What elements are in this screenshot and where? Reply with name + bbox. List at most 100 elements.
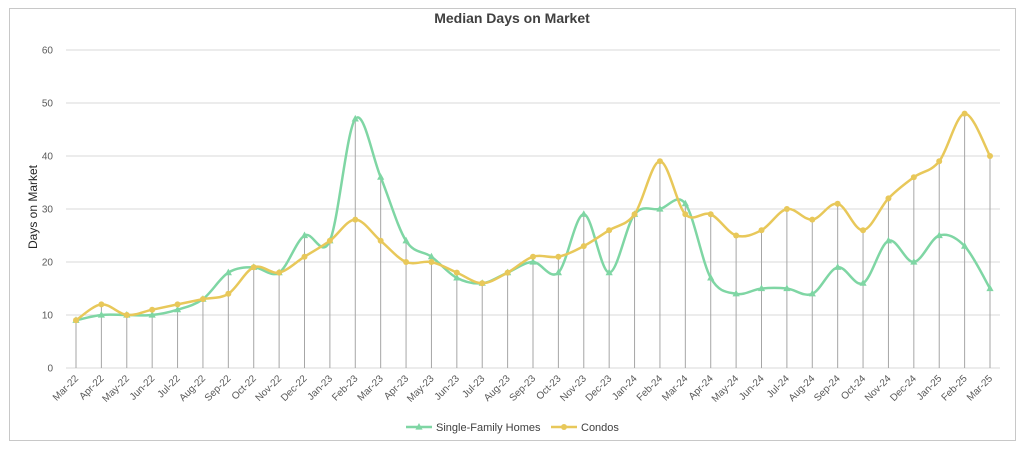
- x-tick-label: May-23: [405, 373, 437, 405]
- data-point-condos: [479, 280, 486, 287]
- data-point-single-family-homes: [402, 236, 410, 244]
- data-point-condos: [682, 211, 689, 218]
- x-tick-label: Nov-23: [558, 373, 589, 404]
- data-point-single-family-homes: [580, 210, 588, 217]
- data-point-condos: [428, 259, 435, 265]
- y-tick-label: 10: [42, 311, 54, 322]
- x-tick-label: Jan-24: [610, 373, 640, 403]
- legend-marker: [415, 423, 423, 430]
- data-point-condos: [987, 153, 993, 159]
- data-point-condos: [555, 253, 562, 260]
- data-point-single-family-homes: [427, 252, 436, 260]
- data-point-single-family-homes: [834, 263, 842, 270]
- x-tick-label: Mar-23: [356, 373, 386, 403]
- data-point-single-family-homes: [859, 279, 867, 286]
- data-point-condos: [961, 110, 968, 117]
- data-point-condos: [276, 269, 283, 276]
- data-point-single-family-homes: [884, 236, 893, 244]
- chart-title: Median Days on Market: [434, 10, 590, 26]
- data-point-single-family-homes: [707, 273, 715, 281]
- data-point-condos: [530, 253, 536, 260]
- x-tick-label: Feb-25: [940, 373, 970, 403]
- y-tick-label: 0: [47, 364, 53, 375]
- x-tick-label: Mar-24: [660, 373, 690, 403]
- data-point-single-family-homes: [351, 114, 359, 122]
- data-point-single-family-homes: [97, 311, 105, 318]
- legend: Single-Family Homes Condos: [406, 422, 619, 434]
- y-tick-label: 60: [42, 46, 54, 57]
- x-tick-label: Dec-24: [888, 373, 919, 404]
- x-tick-label: Aug-22: [177, 373, 208, 404]
- x-axis-ticks: Mar-22Apr-22May-22Jun-22Jul-22Aug-22Sep-…: [51, 373, 995, 405]
- data-point-single-family-homes: [656, 205, 664, 212]
- data-point-single-family-homes: [961, 242, 969, 249]
- data-point-condos: [199, 296, 206, 303]
- x-tick-label: May-22: [101, 373, 133, 405]
- data-point-condos: [98, 301, 105, 308]
- data-point-single-family-homes: [224, 268, 232, 276]
- data-point-single-family-homes: [783, 284, 791, 292]
- data-point-condos: [453, 269, 460, 276]
- x-tick-label: May-24: [710, 373, 742, 405]
- drop-lines: [75, 113, 991, 368]
- data-point-single-family-homes: [453, 273, 461, 281]
- data-point-condos: [403, 259, 410, 265]
- data-point-single-family-homes: [910, 258, 918, 265]
- x-tick-label: Feb-24: [635, 373, 665, 403]
- y-tick-label: 20: [42, 258, 54, 269]
- data-point-condos: [352, 216, 359, 223]
- data-point-single-family-homes: [757, 284, 766, 292]
- x-tick-label: Jun-24: [737, 373, 767, 403]
- y-tick-label: 40: [42, 152, 54, 163]
- data-point-single-family-homes: [732, 289, 740, 297]
- data-point-condos: [225, 290, 232, 297]
- data-point-condos: [123, 312, 130, 318]
- data-point-single-family-homes: [935, 231, 943, 239]
- x-tick-label: Nov-24: [863, 373, 894, 404]
- data-point-condos: [834, 200, 841, 207]
- data-point-condos: [174, 301, 181, 308]
- data-point-condos: [631, 211, 638, 218]
- y-axis-ticks: 0 10 20 30 40 50 60: [42, 46, 54, 375]
- data-point-condos: [758, 227, 765, 234]
- x-tick-label: Jun-23: [433, 373, 463, 403]
- data-point-condos: [733, 232, 740, 239]
- data-point-single-family-homes: [808, 289, 816, 297]
- data-point-condos: [606, 227, 613, 234]
- x-tick-label: Feb-23: [330, 373, 360, 403]
- x-tick-label: Sep-22: [203, 373, 234, 404]
- data-point-condos: [809, 216, 816, 223]
- data-point-condos: [504, 269, 511, 276]
- data-point-single-family-homes: [148, 311, 156, 318]
- x-tick-label: Nov-22: [254, 373, 285, 404]
- x-tick-label: Aug-23: [482, 373, 513, 404]
- x-tick-label: Sep-24: [812, 373, 843, 404]
- x-tick-label: Sep-23: [508, 373, 539, 404]
- x-tick-label: Mar-22: [51, 373, 81, 403]
- data-point-condos: [73, 317, 79, 324]
- x-tick-label: Dec-23: [584, 373, 615, 404]
- data-point-single-family-homes: [554, 268, 562, 276]
- data-point-condos: [885, 195, 892, 202]
- data-point-condos: [860, 227, 867, 234]
- data-point-condos: [326, 237, 333, 244]
- data-point-condos: [580, 243, 587, 250]
- legend-marker: [561, 424, 567, 430]
- y-tick-label: 50: [42, 99, 54, 110]
- data-point-single-family-homes: [300, 231, 309, 239]
- data-point-single-family-homes: [605, 268, 613, 276]
- data-point-condos: [910, 174, 917, 181]
- x-tick-label: Jun-22: [128, 373, 158, 403]
- x-tick-label: Jan-25: [915, 373, 945, 403]
- series-layer: [72, 110, 994, 324]
- legend-label: Single-Family Homes: [436, 422, 541, 434]
- data-point-single-family-homes: [986, 284, 994, 292]
- data-point-single-family-homes: [173, 305, 182, 313]
- chart-frame: [9, 8, 1016, 441]
- data-point-single-family-homes: [681, 199, 689, 207]
- y-tick-label: 30: [42, 205, 54, 216]
- y-axis-label: Days on Market: [26, 164, 40, 249]
- data-point-condos: [301, 253, 308, 260]
- data-point-condos: [707, 211, 714, 218]
- data-point-single-family-homes: [529, 258, 537, 265]
